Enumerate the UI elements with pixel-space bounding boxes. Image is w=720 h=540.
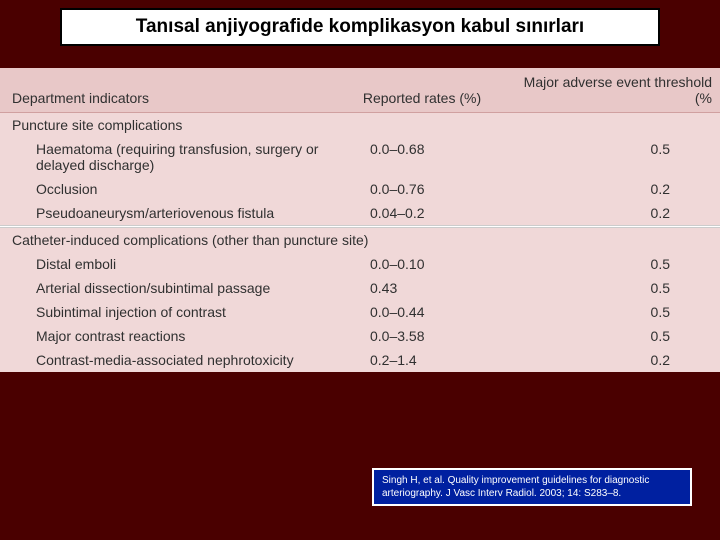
row-label: Arterial dissection/subintimal passage xyxy=(0,276,330,300)
row-thresh: 0.5 xyxy=(510,300,720,324)
table-row: Pseudoaneurysm/arteriovenous fistula 0.0… xyxy=(0,201,720,226)
table-row: Occlusion 0.0–0.76 0.2 xyxy=(0,177,720,201)
row-rate: 0.04–0.2 xyxy=(330,201,510,226)
row-rate: 0.0–3.58 xyxy=(330,324,510,348)
row-rate: 0.43 xyxy=(330,276,510,300)
citation-box: Singh H, et al. Quality improvement guid… xyxy=(372,468,692,506)
table-row: Arterial dissection/subintimal passage 0… xyxy=(0,276,720,300)
col-header-indicator: Department indicators xyxy=(0,68,330,113)
row-rate: 0.0–0.10 xyxy=(330,252,510,276)
table-row: Subintimal injection of contrast 0.0–0.4… xyxy=(0,300,720,324)
row-thresh: 0.5 xyxy=(510,276,720,300)
row-label: Contrast-media-associated nephrotoxicity xyxy=(0,348,330,372)
row-rate: 0.2–1.4 xyxy=(330,348,510,372)
section-heading-row: Catheter-induced complications (other th… xyxy=(0,228,720,253)
row-label: Occlusion xyxy=(0,177,330,201)
slide-title: Tanısal anjiyografide komplikasyon kabul… xyxy=(136,16,584,37)
col-header-rate: Reported rates (%) xyxy=(330,68,510,113)
section2-heading: Catheter-induced complications (other th… xyxy=(0,228,720,253)
table-row: Haematoma (requiring transfusion, surger… xyxy=(0,137,720,177)
row-thresh: 0.2 xyxy=(510,348,720,372)
row-rate: 0.0–0.44 xyxy=(330,300,510,324)
row-label: Major contrast reactions xyxy=(0,324,330,348)
row-label: Distal emboli xyxy=(0,252,330,276)
complications-table: Department indicators Reported rates (%)… xyxy=(0,68,720,372)
section-heading-row: Puncture site complications xyxy=(0,113,720,138)
row-thresh: 0.5 xyxy=(510,324,720,348)
table-header-row: Department indicators Reported rates (%)… xyxy=(0,68,720,113)
table-row: Major contrast reactions 0.0–3.58 0.5 xyxy=(0,324,720,348)
row-label: Pseudoaneurysm/arteriovenous fistula xyxy=(0,201,330,226)
citation-text: Singh H, et al. Quality improvement guid… xyxy=(382,475,649,499)
table-row: Contrast-media-associated nephrotoxicity… xyxy=(0,348,720,372)
complications-table-wrap: Department indicators Reported rates (%)… xyxy=(0,68,720,372)
row-thresh: 0.2 xyxy=(510,177,720,201)
row-thresh: 0.5 xyxy=(510,137,720,177)
row-thresh: 0.5 xyxy=(510,252,720,276)
table-row: Distal emboli 0.0–0.10 0.5 xyxy=(0,252,720,276)
row-rate: 0.0–0.68 xyxy=(330,137,510,177)
row-rate: 0.0–0.76 xyxy=(330,177,510,201)
row-label: Haematoma (requiring transfusion, surger… xyxy=(0,137,330,177)
row-thresh: 0.2 xyxy=(510,201,720,226)
row-label: Subintimal injection of contrast xyxy=(0,300,330,324)
slide-title-box: Tanısal anjiyografide komplikasyon kabul… xyxy=(60,8,660,46)
col-header-threshold: Major adverse event threshold (% xyxy=(510,68,720,113)
section1-heading: Puncture site complications xyxy=(0,113,720,138)
